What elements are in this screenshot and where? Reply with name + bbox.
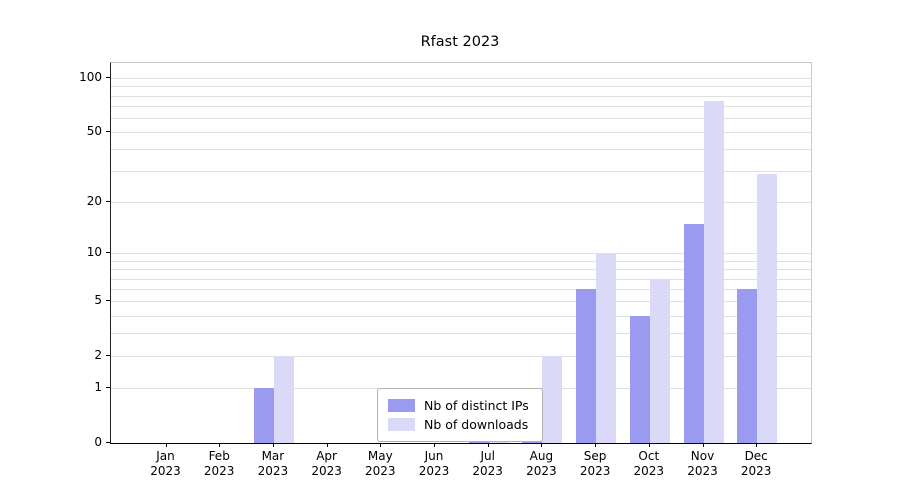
x-tick-mark [756,443,758,447]
x-tick-mark [595,443,597,447]
gridline [111,132,811,133]
x-tick-label-mar: Mar 2023 [257,449,289,478]
y-tick-mark [106,252,110,254]
legend-label-downloads: Nb of downloads [424,417,529,432]
gridline [111,202,811,204]
bar-dec-distinct-ips [737,289,758,443]
gridline [111,171,811,173]
gridline [111,269,811,271]
y-tick-mark [106,77,110,78]
gridline [111,301,811,303]
x-tick-label-oct: Oct 2023 [633,449,665,478]
gridline [111,78,811,79]
y-tick-label: 0 [94,435,102,449]
x-tick-label-jan: Jan 2023 [150,449,181,478]
y-tick-mark [106,131,110,132]
y-tick-label: 5 [94,293,102,308]
gridline [111,117,811,119]
bar-oct-downloads [649,278,670,443]
gridline [111,253,811,255]
x-tick-mark [272,443,274,447]
x-tick-mark [380,443,382,447]
gridline [111,260,811,262]
y-tick-label: 50 [86,124,102,138]
bar-nov-distinct-ips [683,223,704,443]
gridline [111,333,811,335]
y-tick-label: 10 [86,245,102,260]
x-tick-label-sep: Sep 2023 [579,449,611,478]
y-tick-label: 20 [86,194,102,209]
x-tick-mark [219,443,221,447]
x-tick-mark [165,443,167,447]
legend-item-distinct-ips: Nb of distinct IPs [388,396,529,415]
y-tick-mark [106,387,110,389]
gridline [111,315,811,317]
gridline [111,278,811,280]
bar-nov-downloads [703,100,724,443]
x-tick-mark [702,443,704,447]
x-tick-label-nov: Nov 2023 [687,449,718,478]
x-tick-label-jul: Jul 2023 [472,449,503,478]
legend: Nb of distinct IPs Nb of downloads [377,388,543,442]
gridline [111,105,811,107]
x-tick-mark [541,443,543,447]
gridline [111,356,811,358]
bar-sep-downloads [596,253,617,443]
legend-label-distinct-ips: Nb of distinct IPs [424,398,529,413]
gridline [111,86,811,88]
plot-area [110,62,812,444]
y-tick-label: 2 [94,348,102,363]
gridline [111,95,811,97]
x-tick-mark [648,443,650,447]
bar-sep-distinct-ips [576,289,597,443]
x-tick-label-apr: Apr 2023 [311,449,342,478]
x-tick-mark [326,443,328,447]
x-tick-mark [434,443,435,447]
x-tick-label-aug: Aug 2023 [526,449,557,478]
bar-mar-distinct-ips [253,388,274,443]
bar-dec-downloads [757,174,778,443]
bar-oct-distinct-ips [629,315,650,443]
x-tick-label-jun: Jun 2023 [418,449,450,478]
gridline [111,289,811,291]
legend-item-downloads: Nb of downloads [388,415,529,434]
y-tick-mark [106,442,110,443]
legend-swatch-downloads [388,418,415,431]
x-tick-label-feb: Feb 2023 [203,449,235,478]
x-tick-mark [487,443,489,447]
gridline [111,149,811,151]
y-tick-mark [106,355,110,357]
bar-aug-downloads [542,356,563,443]
bar-mar-downloads [273,356,294,443]
y-tick-mark [106,201,110,203]
chart-title: Rfast 2023 [420,34,500,50]
y-tick-mark [106,300,110,302]
x-tick-label-dec: Dec 2023 [740,449,772,478]
y-tick-label: 1 [94,380,102,395]
legend-swatch-distinct-ips [388,399,415,412]
x-tick-label-may: May 2023 [365,449,396,478]
y-tick-label: 100 [79,70,102,84]
